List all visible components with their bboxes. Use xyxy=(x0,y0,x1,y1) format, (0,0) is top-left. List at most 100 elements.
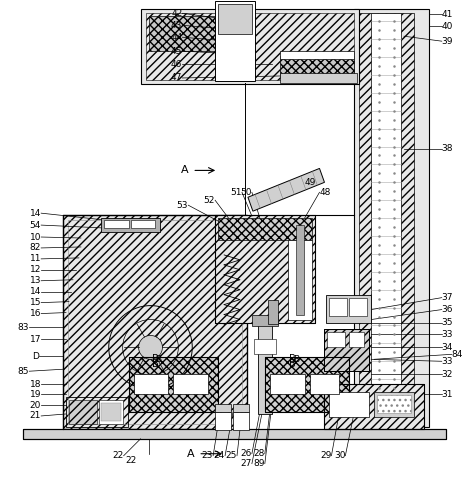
Text: 41: 41 xyxy=(442,10,453,19)
Bar xyxy=(265,357,349,412)
Bar xyxy=(141,10,359,84)
Text: 50: 50 xyxy=(240,188,252,197)
Text: 19: 19 xyxy=(30,389,41,399)
Text: 22: 22 xyxy=(125,456,136,465)
Bar xyxy=(327,295,371,322)
Text: 27: 27 xyxy=(241,459,252,468)
Bar xyxy=(349,297,367,316)
Text: 44: 44 xyxy=(171,33,182,42)
Text: 21: 21 xyxy=(30,411,41,421)
Text: 46: 46 xyxy=(171,59,182,68)
Text: 30: 30 xyxy=(334,451,345,460)
Circle shape xyxy=(139,335,163,359)
Bar xyxy=(371,13,401,426)
Bar xyxy=(324,330,369,371)
Text: A: A xyxy=(180,165,188,175)
Text: 28: 28 xyxy=(253,449,265,458)
Text: 37: 37 xyxy=(442,293,453,302)
Bar xyxy=(233,412,249,430)
Text: 82: 82 xyxy=(30,243,41,252)
Bar xyxy=(23,429,446,439)
Text: 23: 23 xyxy=(202,451,213,460)
Bar xyxy=(354,10,429,427)
Bar xyxy=(63,215,247,429)
Bar xyxy=(258,319,272,414)
Bar xyxy=(377,395,411,413)
Text: 22: 22 xyxy=(112,451,124,460)
Bar xyxy=(66,397,128,427)
Bar xyxy=(324,384,424,429)
Text: 38: 38 xyxy=(442,144,453,153)
Text: 47: 47 xyxy=(171,73,182,82)
Text: 42: 42 xyxy=(171,9,182,18)
Bar xyxy=(359,13,414,426)
Text: 15: 15 xyxy=(30,298,41,307)
Text: B: B xyxy=(293,355,299,364)
Bar xyxy=(280,56,354,78)
Text: 35: 35 xyxy=(442,318,453,327)
Bar xyxy=(146,13,354,80)
Text: 39: 39 xyxy=(442,37,453,46)
Bar xyxy=(218,4,252,34)
Text: 53: 53 xyxy=(177,201,188,210)
Bar xyxy=(329,392,369,417)
Bar xyxy=(349,332,364,347)
Text: 43: 43 xyxy=(171,21,182,30)
Bar xyxy=(215,215,314,322)
Text: B: B xyxy=(289,359,296,369)
Text: 48: 48 xyxy=(320,188,331,197)
Bar xyxy=(23,429,446,439)
Bar xyxy=(324,384,424,429)
Bar xyxy=(268,300,278,324)
Bar xyxy=(254,340,276,354)
Text: 89: 89 xyxy=(253,459,265,468)
Bar xyxy=(374,392,414,417)
Text: 24: 24 xyxy=(214,451,225,460)
Text: 12: 12 xyxy=(30,265,41,274)
Bar xyxy=(101,218,160,232)
Bar xyxy=(218,218,312,240)
Text: 14: 14 xyxy=(30,209,41,217)
Bar xyxy=(328,332,345,347)
Bar xyxy=(215,404,231,412)
Bar xyxy=(101,403,121,421)
Bar xyxy=(99,400,123,424)
Bar xyxy=(310,374,339,394)
Text: 51: 51 xyxy=(230,188,242,197)
Text: 11: 11 xyxy=(30,254,41,263)
Bar xyxy=(215,215,314,322)
Text: 18: 18 xyxy=(30,380,41,388)
Text: B: B xyxy=(289,354,296,365)
Text: 49: 49 xyxy=(305,178,316,187)
Text: 34: 34 xyxy=(442,343,453,352)
Bar xyxy=(149,16,228,51)
Text: 14: 14 xyxy=(30,287,41,296)
Text: 17: 17 xyxy=(30,335,41,344)
Bar xyxy=(324,330,369,371)
Text: 84: 84 xyxy=(452,350,463,359)
Text: 16: 16 xyxy=(30,309,41,318)
Bar xyxy=(129,357,218,412)
Text: 10: 10 xyxy=(30,232,41,241)
Bar xyxy=(288,240,312,319)
Text: 26: 26 xyxy=(241,449,252,458)
Text: B: B xyxy=(152,359,159,369)
Text: 31: 31 xyxy=(442,389,453,399)
Bar xyxy=(68,220,242,424)
Text: 45: 45 xyxy=(171,46,182,56)
Text: B: B xyxy=(152,354,159,365)
Text: 40: 40 xyxy=(442,22,453,31)
Bar xyxy=(173,374,208,394)
Bar xyxy=(129,357,218,412)
Text: 20: 20 xyxy=(30,400,41,410)
Text: 36: 36 xyxy=(442,305,453,314)
Text: 32: 32 xyxy=(442,370,453,379)
Text: 52: 52 xyxy=(204,196,215,205)
Bar xyxy=(233,404,249,412)
Text: 85: 85 xyxy=(18,367,29,376)
Bar xyxy=(215,412,231,430)
Text: 54: 54 xyxy=(30,221,41,229)
Text: 29: 29 xyxy=(320,451,331,460)
Text: 33: 33 xyxy=(442,330,453,339)
Bar xyxy=(252,315,278,327)
